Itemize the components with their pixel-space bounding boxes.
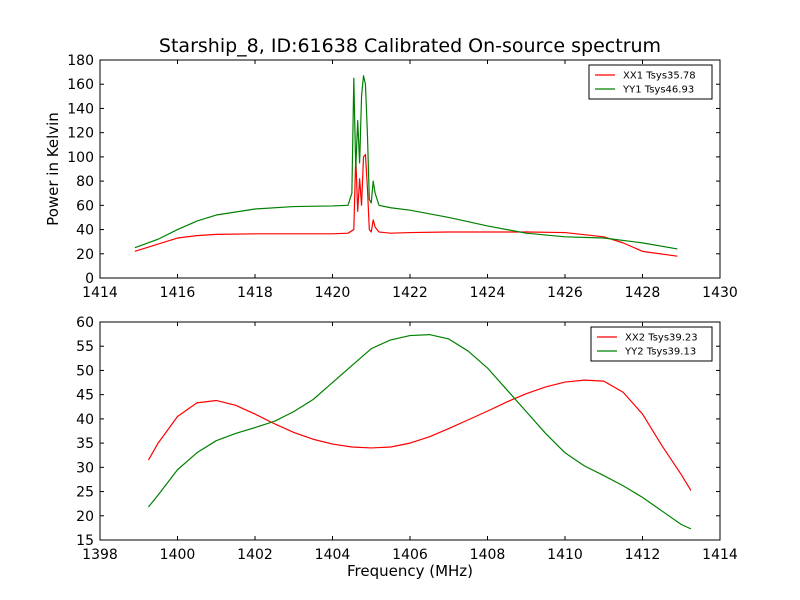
chart-title: Starship_8, ID:61638 Calibrated On-sourc… [159,35,661,57]
y-tick-label: 100 [67,150,94,166]
y-tick-label: 180 [67,53,94,69]
y-tick-label: 0 [85,271,94,287]
legend-box [590,326,713,362]
x-tick-label: 1402 [237,547,273,563]
x-tick-label: 1430 [702,285,738,301]
y-tick-label: 40 [76,412,94,428]
series-line-2-1 [147,379,692,491]
y-tick-label: 60 [76,198,94,214]
x-tick-label: 1414 [702,547,738,563]
x-tick-label: 1410 [547,547,583,563]
x-tick-label: 1406 [392,547,428,563]
legend: XX2 Tsys39.23 YY2 Tsys39.13 [590,326,713,362]
y-tick-label: 140 [67,101,94,117]
x-tick-label: 1408 [470,547,506,563]
legend-label: YY2 Tsys39.13 [624,347,696,358]
series-line-2-2 [147,334,692,530]
x-tick-label: 1400 [160,547,196,563]
y-tick-label: 40 [76,223,94,239]
y-tick-label: 30 [76,460,94,476]
x-tick-label: 1412 [625,547,661,563]
top-plot: 1414 1416 1418 1420 1422 1424 1426 1428 1430 0 20 4… [67,53,738,301]
y-tick-label: 20 [76,509,94,525]
y-tick-label: 35 [76,436,94,452]
y-tick-label: 25 [76,485,94,501]
legend: XX1 Tsys35.78 YY1 Tsys46.93 [588,64,713,100]
bottom-plot: 1398 1400 1402 1404 1406 1408 1410 1412 1414 15 20… [76,315,738,563]
y-tick-label: 160 [67,77,94,93]
y-tick-label: 60 [76,315,94,331]
legend-label: XX2 Tsys39.23 [625,333,698,344]
series-line-1-2 [134,75,678,250]
y-tick-label: 45 [76,388,94,404]
y-tick-label: 80 [76,174,94,190]
y-tick-label: 50 [76,363,94,379]
legend-label: YY1 Tsys46.93 [622,85,694,96]
y-tick-label: 120 [67,126,94,142]
y-tick-label: 20 [76,247,94,263]
x-tick-label: 1420 [315,285,351,301]
y-axis-label: Power in Kelvin [44,112,62,226]
x-tick-label: 1424 [470,285,506,301]
x-tick-label: 1414 [82,285,118,301]
x-tick-label: 1426 [547,285,583,301]
x-tick-label: 1398 [82,547,118,563]
x-tick-label: 1422 [392,285,428,301]
x-tick-label: 1418 [237,285,273,301]
x-tick-label: 1416 [160,285,196,301]
x-tick-label: 1404 [315,547,351,563]
x-axis-label: Frequency (MHz) [347,562,473,580]
y-tick-label: 15 [76,533,94,549]
legend-label: XX1 Tsys35.78 [623,71,696,82]
y-tick-label: 55 [76,339,94,355]
legend-box [588,64,713,100]
x-tick-label: 1428 [625,285,661,301]
